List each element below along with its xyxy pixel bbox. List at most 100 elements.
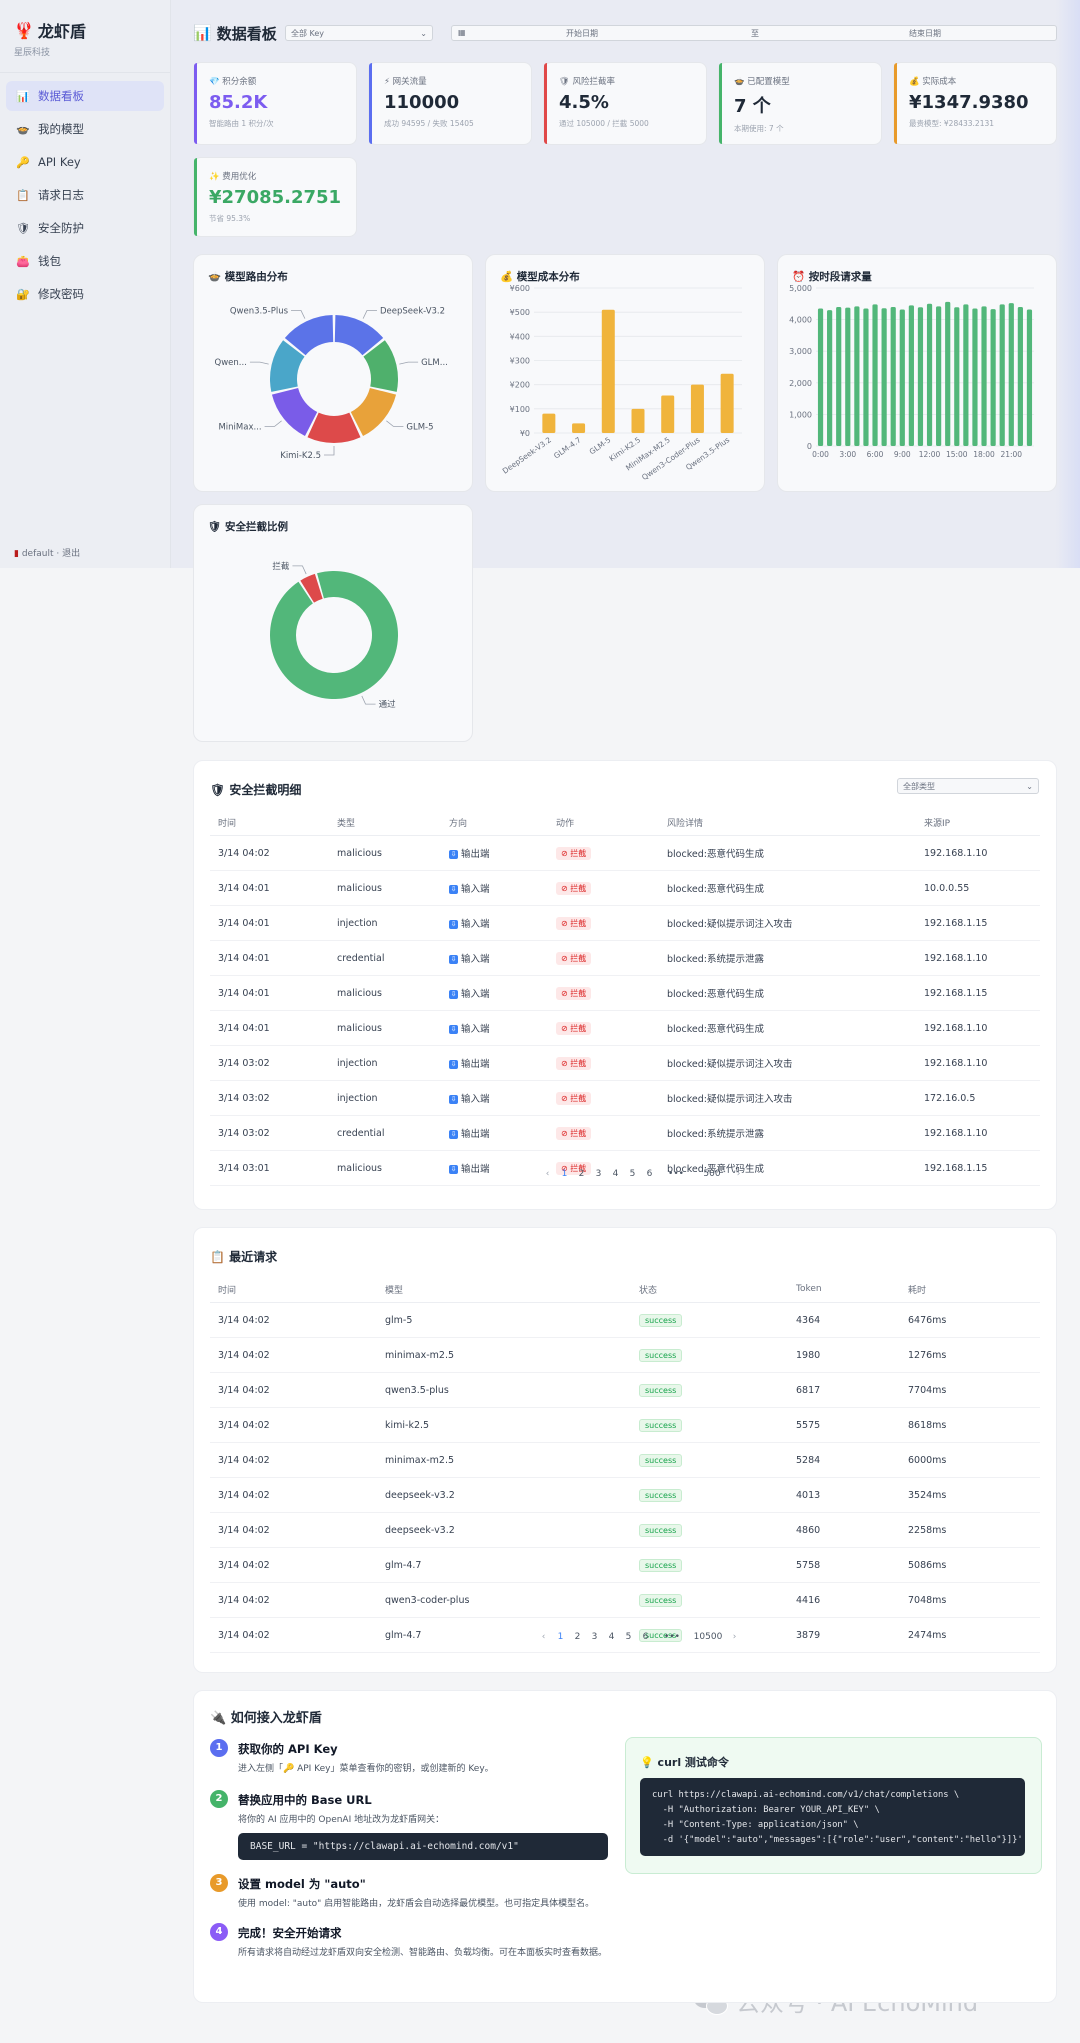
logout-link[interactable]: ▮ default · 退出 — [14, 549, 81, 559]
donut-slice — [363, 340, 398, 392]
prev-page-button[interactable]: ‹ — [545, 1169, 550, 1179]
table-row[interactable]: 3/14 04:02 deepseek-v3.2 success 4013 3524ms — [210, 1477, 1040, 1513]
table-row[interactable]: 3/14 04:01 malicious ⇩ 输入端 ⊘ 拦截 blocked:恶意代码生… — [210, 975, 1040, 1011]
table-cell: 3/14 04:02 — [210, 835, 329, 871]
sidebar-item-models[interactable]: 🍲 我的模型 — [16, 122, 84, 136]
block-badge: ⊘ 拦截 — [556, 1091, 592, 1105]
kpi-value: ¥1347.9380 — [909, 92, 1029, 113]
type-filter-select[interactable]: 全部类型 ⌄ — [897, 778, 1039, 794]
page-button[interactable]: 1 — [557, 1632, 564, 1642]
prev-page-button[interactable]: ‹ — [541, 1632, 546, 1642]
page-title: 📊 数据看板 — [193, 24, 277, 43]
sidebar-item-security[interactable]: 🛡 安全防护 — [16, 221, 84, 235]
table-cell: success — [631, 1547, 788, 1583]
table-row[interactable]: 3/14 04:02 glm-4.7 success 3879 2474ms — [210, 1617, 1040, 1653]
sidebar-item-logs[interactable]: 📋 请求日志 — [16, 188, 84, 202]
table-cell: ⊘ 拦截 — [548, 940, 659, 976]
page-button[interactable]: 4 — [612, 1169, 619, 1179]
table-cell: injection — [329, 905, 441, 941]
table-cell: 5086ms — [900, 1547, 1040, 1583]
base-url-code[interactable]: BASE_URL = "https://clawapi.ai-echomind.… — [238, 1833, 608, 1860]
table-cell: success — [631, 1407, 788, 1443]
table-cell: 3/14 04:01 — [210, 1010, 329, 1046]
page-button[interactable]: 2 — [578, 1169, 585, 1179]
table-cell: 8618ms — [900, 1407, 1040, 1443]
table-row[interactable]: 3/14 04:02 glm-4.7 success 5758 5086ms — [210, 1547, 1040, 1583]
table-cell: 3/14 04:02 — [210, 1302, 377, 1338]
block-icon: ⊘ — [561, 953, 571, 963]
table-row[interactable]: 3/14 03:02 injection ⇩ 输入端 ⊘ 拦截 blocked:疑似提示词… — [210, 1080, 1040, 1116]
next-page-button[interactable]: › — [736, 1169, 741, 1179]
page-button[interactable]: ••• — [664, 1632, 680, 1642]
sidebar-item-wallet[interactable]: 👛 钱包 — [16, 254, 61, 268]
sidebar-item-api-key[interactable]: 🔑 API Key — [16, 155, 81, 169]
table-row[interactable]: 3/14 03:01 malicious ⇩ 输出端 ⊘ 拦截 blocked:恶意代码生… — [210, 1150, 1040, 1186]
table-row[interactable]: 3/14 04:01 malicious ⇩ 输入端 ⊘ 拦截 blocked:恶意代码生… — [210, 870, 1040, 906]
table-cell: ⊘ 拦截 — [548, 1115, 659, 1151]
table-row[interactable]: 3/14 04:02 qwen3.5-plus success 6817 7704ms — [210, 1372, 1040, 1408]
x-tick-label: 12:00 — [919, 450, 941, 459]
gem-icon: 💎 — [209, 77, 220, 87]
table-row[interactable]: 3/14 04:01 malicious ⇩ 输入端 ⊘ 拦截 blocked:恶意代码生… — [210, 1010, 1040, 1046]
table-row[interactable]: 3/14 04:02 deepseek-v3.2 success 4860 2258ms — [210, 1512, 1040, 1548]
door-icon: ▮ — [14, 549, 19, 559]
start-date[interactable]: 开始日期 — [566, 29, 598, 38]
page-button[interactable]: 4 — [608, 1632, 615, 1642]
table-row[interactable]: 3/14 04:02 kimi-k2.5 success 5575 8618ms — [210, 1407, 1040, 1443]
x-tick-label: DeepSeek-V3.2 — [501, 435, 553, 475]
table-row[interactable]: 3/14 04:02 glm-5 success 4364 6476ms — [210, 1302, 1040, 1338]
block-badge: ⊘ 拦截 — [556, 846, 592, 860]
direction-icon: ⇩ — [449, 1165, 458, 1174]
table-cell: qwen3-coder-plus — [377, 1582, 631, 1618]
key-select[interactable]: 全部 Key ⌄ — [285, 25, 433, 41]
next-page-button[interactable]: › — [732, 1632, 737, 1642]
donut-slice — [284, 315, 334, 356]
page-button[interactable]: 3 — [591, 1632, 598, 1642]
status-badge: success — [639, 1453, 683, 1467]
sidebar-item-password[interactable]: 🔐 修改密码 — [16, 287, 84, 301]
page-button[interactable]: 500 — [703, 1169, 721, 1179]
kpi-sub: 通过 105000 / 拦截 5000 — [559, 119, 649, 128]
page-button[interactable]: 5 — [629, 1169, 636, 1179]
status-badge: success — [639, 1558, 683, 1572]
bar — [917, 307, 924, 446]
page-button[interactable]: 2 — [574, 1632, 581, 1642]
date-range-picker[interactable]: ▦ 开始日期 至 结束日期 — [451, 25, 1057, 41]
page-button[interactable]: 5 — [625, 1632, 632, 1642]
table-row[interactable]: 3/14 04:02 minimax-m2.5 success 1980 1276ms — [210, 1337, 1040, 1373]
bar — [572, 423, 586, 433]
table-cell: glm-4.7 — [377, 1547, 631, 1583]
table-row[interactable]: 3/14 03:02 injection ⇩ 输出端 ⊘ 拦截 blocked:疑似提示词… — [210, 1045, 1040, 1081]
table-row[interactable]: 3/14 04:01 credential ⇩ 输入端 ⊘ 拦截 blocked:系统提示… — [210, 940, 1040, 976]
card-title: ⏰ 按时段请求量 — [792, 271, 872, 283]
curl-code[interactable]: curl https://clawapi.ai-echomind.com/v1/… — [640, 1778, 1025, 1856]
bar — [690, 384, 704, 433]
page-button[interactable]: 1 — [561, 1169, 568, 1179]
table-row[interactable]: 3/14 04:02 qwen3-coder-plus success 4416 704… — [210, 1582, 1040, 1618]
page-button[interactable]: 6 — [646, 1169, 653, 1179]
page-button[interactable]: 6 — [642, 1632, 649, 1642]
table-cell: 3/14 03:02 — [210, 1115, 329, 1151]
page-button[interactable]: 3 — [595, 1169, 602, 1179]
bar — [661, 395, 675, 433]
table-cell: 3/14 04:02 — [210, 1582, 377, 1618]
bar — [817, 308, 824, 446]
table-row[interactable]: 3/14 03:02 credential ⇩ 输出端 ⊘ 拦截 blocked:系统提示… — [210, 1115, 1040, 1151]
table-row[interactable]: 3/14 04:02 malicious ⇩ 输出端 ⊘ 拦截 blocked:恶意代码生… — [210, 835, 1040, 871]
bar — [908, 305, 914, 446]
table-row[interactable]: 3/14 04:01 injection ⇩ 输入端 ⊘ 拦截 blocked:疑似提示词… — [210, 905, 1040, 941]
page-button[interactable]: ••• — [668, 1169, 684, 1179]
end-date[interactable]: 结束日期 — [909, 29, 941, 38]
page-button[interactable]: 10500 — [693, 1632, 723, 1642]
table-cell: 1276ms — [900, 1337, 1040, 1373]
sidebar-item-dashboard[interactable]: 📊 数据看板 — [6, 81, 164, 111]
table-row[interactable]: 3/14 04:02 minimax-m2.5 success 5284 6000ms — [210, 1442, 1040, 1478]
table-cell: 3/14 03:02 — [210, 1045, 329, 1081]
table-cell: success — [631, 1302, 788, 1338]
bar — [936, 306, 942, 446]
direction-icon: ⇩ — [449, 955, 458, 964]
label-leader — [264, 420, 282, 427]
bar — [1017, 306, 1023, 446]
table-cell: credential — [329, 1115, 441, 1151]
x-tick-label: 3:00 — [839, 450, 856, 459]
